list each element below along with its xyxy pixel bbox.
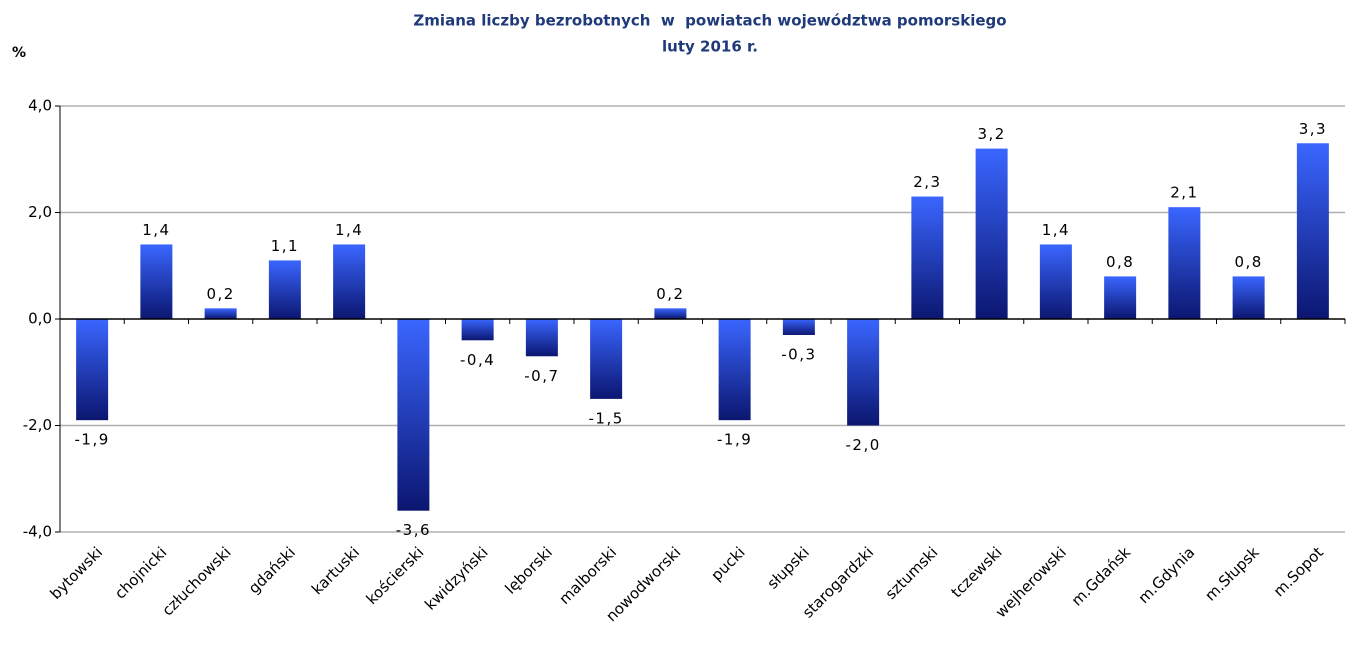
data-label: -0,4 (460, 351, 495, 369)
x-tick-label: sztumski (882, 543, 942, 603)
bar (1168, 207, 1201, 319)
y-tick-label: -4,0 (23, 523, 52, 541)
bar (1296, 143, 1329, 319)
x-tick-label: pucki (708, 543, 749, 584)
bar (525, 319, 558, 357)
x-tick-label: tczewski (948, 543, 1006, 601)
y-tick-label: 0,0 (28, 310, 52, 328)
data-label: 3,2 (977, 125, 1005, 143)
bar (1104, 276, 1137, 319)
data-label: 1,4 (335, 221, 363, 239)
data-label: 2,1 (1170, 184, 1198, 202)
data-label: -0,3 (781, 345, 816, 363)
data-label: 3,3 (1299, 120, 1327, 138)
chart-subtitle: luty 2016 r. (662, 38, 758, 56)
data-label: 1,4 (142, 221, 170, 239)
x-tick-label: człuchowski (158, 543, 234, 619)
data-label: 0,2 (206, 285, 234, 303)
bar (204, 308, 237, 319)
bar (1232, 276, 1265, 319)
bar (782, 319, 815, 335)
data-label: 1,1 (271, 237, 299, 255)
x-tick-label: słupski (764, 543, 813, 592)
bar (847, 319, 880, 426)
bar (718, 319, 751, 421)
bar (76, 319, 109, 421)
y-tick-label: 2,0 (28, 203, 52, 221)
x-tick-label: lęborski (501, 543, 555, 597)
data-label: -1,9 (717, 431, 752, 449)
data-label: -1,9 (74, 431, 109, 449)
bar (911, 196, 944, 319)
x-tick-label: kartuski (308, 543, 363, 598)
x-tick-label: gdański (245, 543, 299, 597)
x-tick-label: kwidzyński (421, 543, 491, 613)
data-label: -2,0 (845, 436, 880, 454)
data-label: -0,7 (524, 367, 559, 385)
x-tick-label: malborski (555, 543, 620, 608)
data-label: -1,5 (588, 409, 623, 427)
chart-title: Zmiana liczby bezrobotnych w powiatach w… (413, 12, 1006, 30)
bar (333, 244, 366, 319)
bar (461, 319, 494, 341)
data-label: 0,8 (1234, 253, 1262, 271)
data-label: 0,2 (656, 285, 684, 303)
x-tick-label: bytowski (46, 543, 106, 603)
data-label: 2,3 (913, 173, 941, 191)
x-tick-label: m.Gdańsk (1068, 543, 1134, 609)
y-tick-label: 4,0 (28, 97, 52, 115)
bar (397, 319, 430, 511)
bar (140, 244, 173, 319)
data-label: 0,8 (1106, 253, 1134, 271)
bar (268, 260, 301, 319)
x-tick-label: m.Gdynia (1135, 543, 1199, 607)
data-label: -3,6 (396, 521, 431, 539)
data-label: 1,4 (1042, 221, 1070, 239)
x-tick-label: m.Słupsk (1201, 543, 1263, 605)
x-tick-label: chojnicki (111, 543, 170, 602)
x-tick-label: kościerski (363, 543, 428, 608)
y-tick-label: -2,0 (23, 416, 52, 434)
x-tick-label: m.Sopot (1270, 543, 1327, 600)
bar (1039, 244, 1072, 319)
bar (975, 148, 1008, 319)
y-axis-label: % (12, 45, 26, 61)
bar (654, 308, 687, 319)
bar (590, 319, 623, 399)
